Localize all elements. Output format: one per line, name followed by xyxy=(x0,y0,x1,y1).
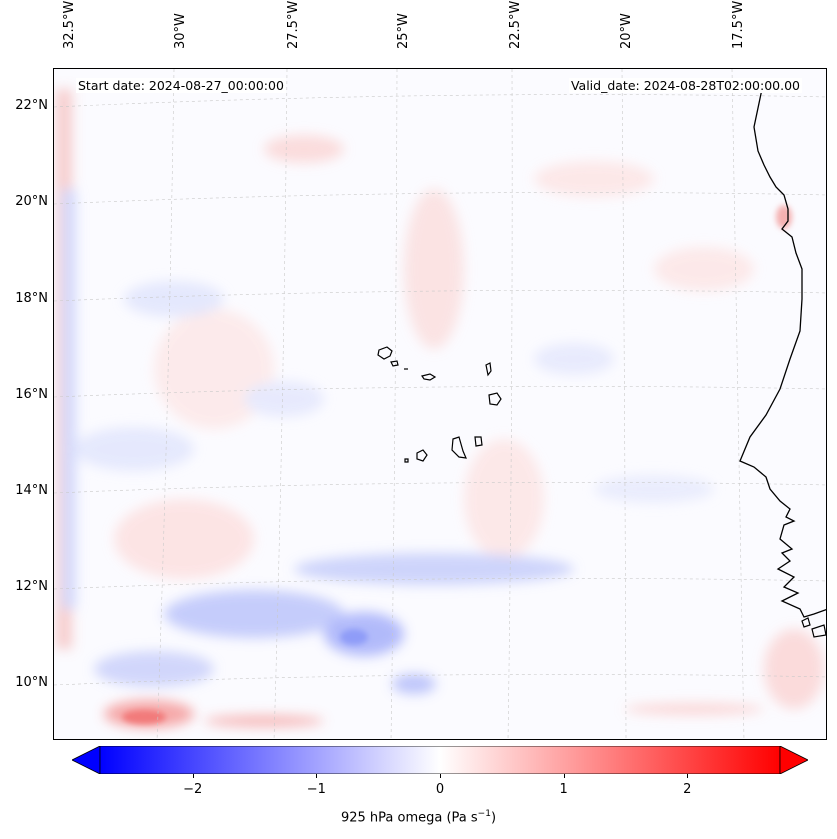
colorbar-label: 925 hPa omega (Pa s−1) xyxy=(340,809,497,826)
map-panel: Start date: 2024-08-27_00:00:00 Valid_da… xyxy=(53,68,827,740)
colorbar-tickmark xyxy=(563,774,565,778)
colorbar-tickmark xyxy=(440,774,441,778)
omega-field-map xyxy=(54,69,826,739)
lat-label-18n: 18°N xyxy=(15,291,48,306)
colorbar-tickmark xyxy=(316,774,318,778)
graticule xyxy=(54,69,826,739)
omega-field-shading xyxy=(56,89,824,728)
omega-field-peaks xyxy=(122,205,792,724)
lon-label-22-5w: 22.5°W xyxy=(508,0,523,49)
colorbar-tick-label: 1 xyxy=(559,782,568,797)
colorbar-tickmark xyxy=(192,774,194,778)
cape-verde-islands xyxy=(377,346,826,638)
lat-label-12n: 12°N xyxy=(15,579,48,594)
lon-label-30w: 30°W xyxy=(173,13,188,49)
colorbar-tickmark xyxy=(687,774,689,778)
lon-label-27-5w: 27.5°W xyxy=(286,0,301,49)
colorbar-tick-label: −2 xyxy=(183,782,203,797)
colorbar-tick-label: −1 xyxy=(306,782,326,797)
lat-label-16n: 16°N xyxy=(15,387,48,402)
lon-label-25w: 25°W xyxy=(396,13,411,49)
lon-label-17-5w: 17.5°W xyxy=(731,0,746,49)
lon-label-32-5w: 32.5°W xyxy=(62,0,77,49)
colorbar xyxy=(71,745,809,775)
colorbar-extend-low xyxy=(71,745,101,775)
colorbar-tick-label: 0 xyxy=(435,782,445,797)
lat-label-10n: 10°N xyxy=(15,675,48,690)
lon-label-20w: 20°W xyxy=(619,13,634,49)
valid-date-label: Valid_date: 2024-08-28T02:00:00.00 xyxy=(568,78,802,93)
colorbar-tick-label: 2 xyxy=(683,782,692,797)
lat-label-22n: 22°N xyxy=(15,98,48,113)
lat-label-20n: 20°N xyxy=(15,194,48,209)
colorbar-gradient xyxy=(99,745,781,775)
start-date-label: Start date: 2024-08-27_00:00:00 xyxy=(76,78,286,93)
coastline xyxy=(739,88,826,618)
colorbar-extend-high xyxy=(779,745,809,775)
lat-label-14n: 14°N xyxy=(15,483,48,498)
